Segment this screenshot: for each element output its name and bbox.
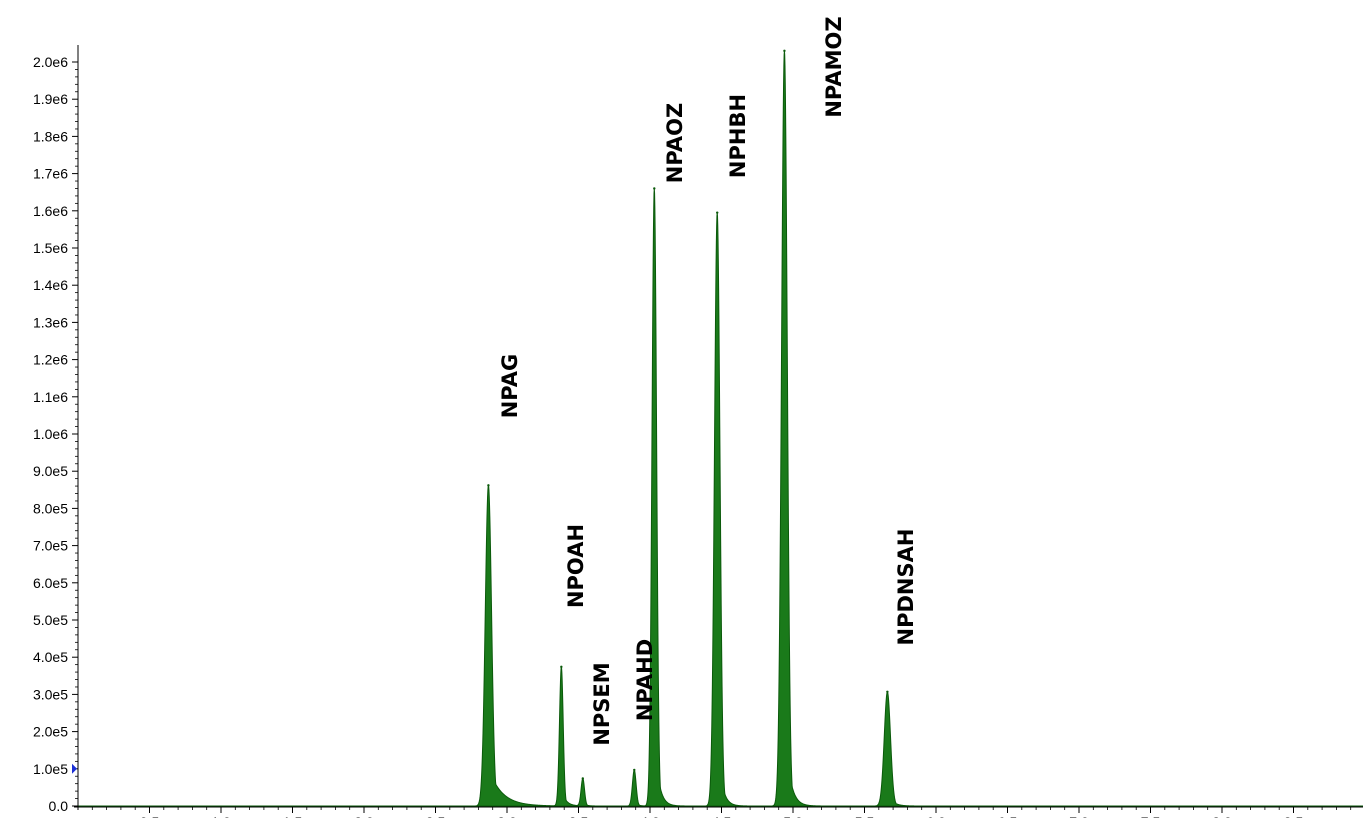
y-tick-label: 1.2e6 [33, 352, 68, 368]
y-tick-label: 1.7e6 [33, 166, 68, 182]
y-tick-label: 6.0e5 [33, 575, 68, 591]
peak-npsem [581, 777, 584, 780]
y-tick-label: 1.0e6 [33, 426, 68, 442]
peak-label-npdnsah: NPDNSAH [894, 529, 918, 646]
plot-area [78, 49, 1363, 807]
x-tick-label: 2.0 [354, 814, 374, 818]
peak-label-npahd: NPAHD [633, 639, 657, 721]
y-tick-label: 3.0e5 [33, 686, 68, 702]
peak-label-npag: NPAG [498, 354, 522, 419]
y-tick-label: 2.0e5 [33, 724, 68, 740]
axes: 0.0 1.0e5 2.0e5 3.0e5 4.0e5 5.0e5 6.0e5 7.0e5 8.… [33, 45, 1363, 823]
peak-npdnsah [886, 690, 889, 693]
x-tick-label: 3.5 [569, 814, 589, 818]
y-tick-label: 5.0e5 [33, 612, 68, 628]
chromatogram-trace [78, 50, 1363, 807]
peak-labels: NPAG NPOAH NPSEM NPAHD NPAOZ NPHBH NPAMOZ NPDNS… [498, 16, 918, 745]
x-tick-label: 6.5 [998, 814, 1018, 818]
x-tick-label: 8.5 [1284, 814, 1304, 818]
y-tick-label: 2.0e6 [33, 54, 68, 70]
y-tick-label: 1.6e6 [33, 203, 68, 219]
y-tick-label: 9.0e5 [33, 463, 68, 479]
peak-label-npsem: NPSEM [590, 662, 614, 745]
peak-npag [487, 484, 490, 487]
x-tick-label: 0.5 [140, 814, 160, 818]
y-tick-label: 1.8e6 [33, 128, 68, 144]
peak-label-nphbh: NPHBH [726, 94, 750, 178]
y-tick-label: 8.0e5 [33, 500, 68, 516]
peak-npamoz [783, 49, 786, 53]
y-tick-label: 1.5e6 [33, 240, 68, 256]
peak-nphbh [716, 211, 719, 214]
x-tick-label: 7.0 [1069, 814, 1089, 818]
x-tick-label: 1.0 [211, 814, 231, 818]
x-tick-label: 4.0 [640, 814, 660, 818]
x-tick-label: 5.0 [783, 814, 803, 818]
peak-npoah [560, 665, 563, 669]
peak-npahd [633, 768, 636, 772]
x-tick-label: 5.5 [855, 814, 875, 818]
x-tick-label: 7.5 [1141, 814, 1161, 818]
y-tick-label: 4.0e5 [33, 649, 68, 665]
y-tick-label: 1.0e5 [33, 761, 68, 777]
x-tick-label: 3.0 [497, 814, 517, 818]
y-tick-label: 0.0 [49, 798, 69, 814]
x-tick-label: 2.5 [426, 814, 446, 818]
peak-label-npaoz: NPAOZ [663, 103, 687, 183]
peak-label-npamoz: NPAMOZ [822, 16, 846, 117]
x-tick-label: 4.5 [712, 814, 732, 818]
y-tick-label: 1.4e6 [33, 277, 68, 293]
y-tick-label: 7.0e5 [33, 538, 68, 554]
y-tick-label: 1.1e6 [33, 389, 68, 405]
baseline-marker-icon [72, 763, 77, 774]
x-tick-label: 8.0 [1212, 814, 1232, 818]
peak-label-npoah: NPOAH [564, 524, 588, 608]
peak-npaoz [653, 187, 656, 190]
x-tick-label: 1.5 [283, 814, 303, 818]
y-tick-label: 1.3e6 [33, 314, 68, 330]
y-tick-label: 1.9e6 [33, 91, 68, 107]
x-tick-label: 6.0 [926, 814, 946, 818]
